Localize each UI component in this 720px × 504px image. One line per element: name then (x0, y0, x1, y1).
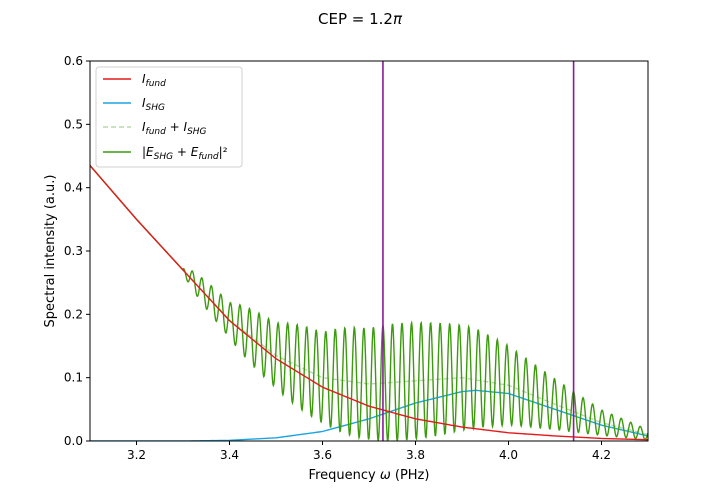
y-tick-label: 0.2 (64, 307, 83, 321)
x-tick-label: 3.4 (220, 448, 239, 462)
y-tick-label: 0.0 (64, 434, 83, 448)
x-tick-label: 3.6 (313, 448, 332, 462)
legend-entry-ishg: ISHG (103, 96, 165, 113)
y-axis-label: Spectral intensity (a.u.) (43, 175, 58, 328)
legend-entry-ifund: Ifund (103, 72, 166, 89)
series-interference (90, 165, 648, 441)
y-tick-label: 0.1 (64, 371, 83, 385)
legend-entry-interference: |ESHG + Efund|² (103, 145, 228, 162)
y-tick-label: 0.6 (64, 54, 83, 68)
legend-label-ifund: Ifund (142, 72, 166, 89)
legend-label-interference: |ESHG + Efund|² (142, 145, 228, 162)
x-tick-label: 3.2 (127, 448, 146, 462)
plot-area (90, 61, 648, 441)
y-tick-label: 0.4 (64, 181, 83, 195)
x-tick-label: 4.0 (499, 448, 518, 462)
legend-box (95, 66, 243, 168)
series-sum (90, 165, 648, 436)
chart-title: CEP = 1.2π (318, 10, 403, 28)
legend-label-sum: Ifund + ISHG (142, 120, 207, 137)
axes: 3.2 3.4 3.6 3.8 4.0 4.2 0.0 0.1 0.2 0.3 0.4 0.5 0.6 (64, 54, 649, 462)
legend-entry-sum: Ifund + ISHG (103, 120, 207, 137)
x-axis-label: Frequency ω (PHz) (309, 468, 430, 483)
legend: Ifund ISHG Ifund + ISHG |ESHG + Efund|² (95, 66, 243, 168)
y-tick-label: 0.3 (64, 244, 83, 258)
y-tick-label: 0.5 (64, 117, 83, 131)
legend-label-ishg: ISHG (142, 96, 165, 113)
series-ifund (90, 165, 648, 441)
series-ishg (90, 389, 648, 441)
x-tick-label: 4.2 (592, 448, 611, 462)
x-tick-label: 3.8 (406, 448, 425, 462)
